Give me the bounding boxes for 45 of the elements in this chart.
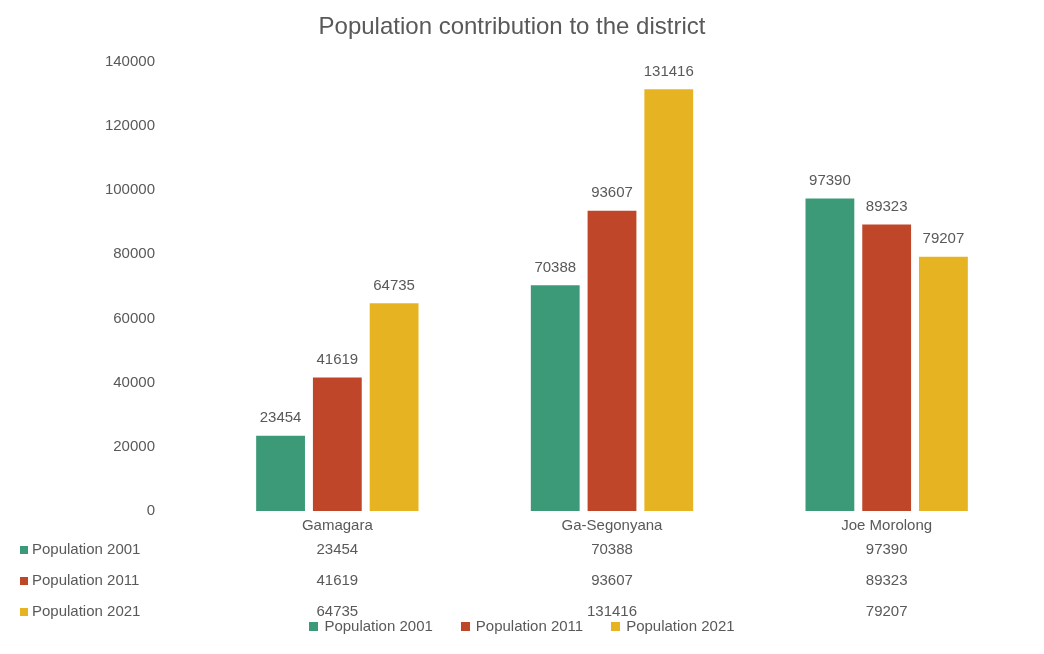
legend-label: Population 2011: [475, 617, 584, 634]
bar: [805, 198, 855, 511]
data-label: 64735: [316, 602, 359, 620]
legend-label: Population 2001: [324, 617, 433, 634]
annotation: 23454: [259, 408, 302, 426]
data-label: 79207: [865, 602, 908, 620]
bar: [862, 224, 912, 511]
text: Population 2011: [32, 571, 140, 588]
y-tick-label: 0: [146, 501, 155, 519]
data-label: 131416: [586, 602, 638, 620]
y-tick-label: 20000: [113, 436, 155, 454]
text: Population 2001: [32, 540, 141, 557]
bar: [312, 377, 362, 511]
y-tick-label: 100000: [104, 180, 155, 198]
annotation: 131416: [643, 61, 694, 79]
annotation: 93607: [591, 183, 633, 201]
bar: [919, 256, 968, 511]
x-tick-label: Joe Morolong: [841, 516, 933, 534]
bar: [256, 435, 305, 511]
annotation: 79207: [922, 229, 965, 247]
y-tick-label: 40000: [113, 372, 155, 390]
bar: [587, 210, 637, 511]
y-tick-label: 120000: [104, 116, 155, 134]
annotation: 64735: [373, 275, 415, 293]
data-label: 70388: [591, 540, 633, 558]
y-tick-label: 60000: [113, 308, 155, 326]
bar: [644, 89, 694, 511]
x-tick-label: Ga-Segonyana: [561, 516, 664, 534]
data-label: 23454: [316, 540, 359, 558]
text: Population 2021: [32, 602, 141, 619]
legend-label: Population 2021: [626, 617, 735, 634]
annotation: 70388: [534, 257, 577, 275]
bar: [530, 285, 580, 511]
data-label: 97390: [865, 540, 908, 558]
annotation: 89323: [865, 197, 908, 215]
x-tick-label: Gamagara: [301, 516, 374, 534]
chart-title: Population contribution to the district: [318, 12, 706, 40]
y-tick-label: 140000: [104, 51, 155, 69]
data-label: 89323: [865, 571, 908, 589]
data-label: 93607: [591, 571, 633, 589]
data-label: 41619: [316, 571, 359, 589]
y-tick-label: 80000: [113, 244, 155, 262]
annotation: 41619: [316, 350, 359, 368]
annotation: 97390: [809, 171, 851, 189]
bar: [369, 303, 419, 511]
